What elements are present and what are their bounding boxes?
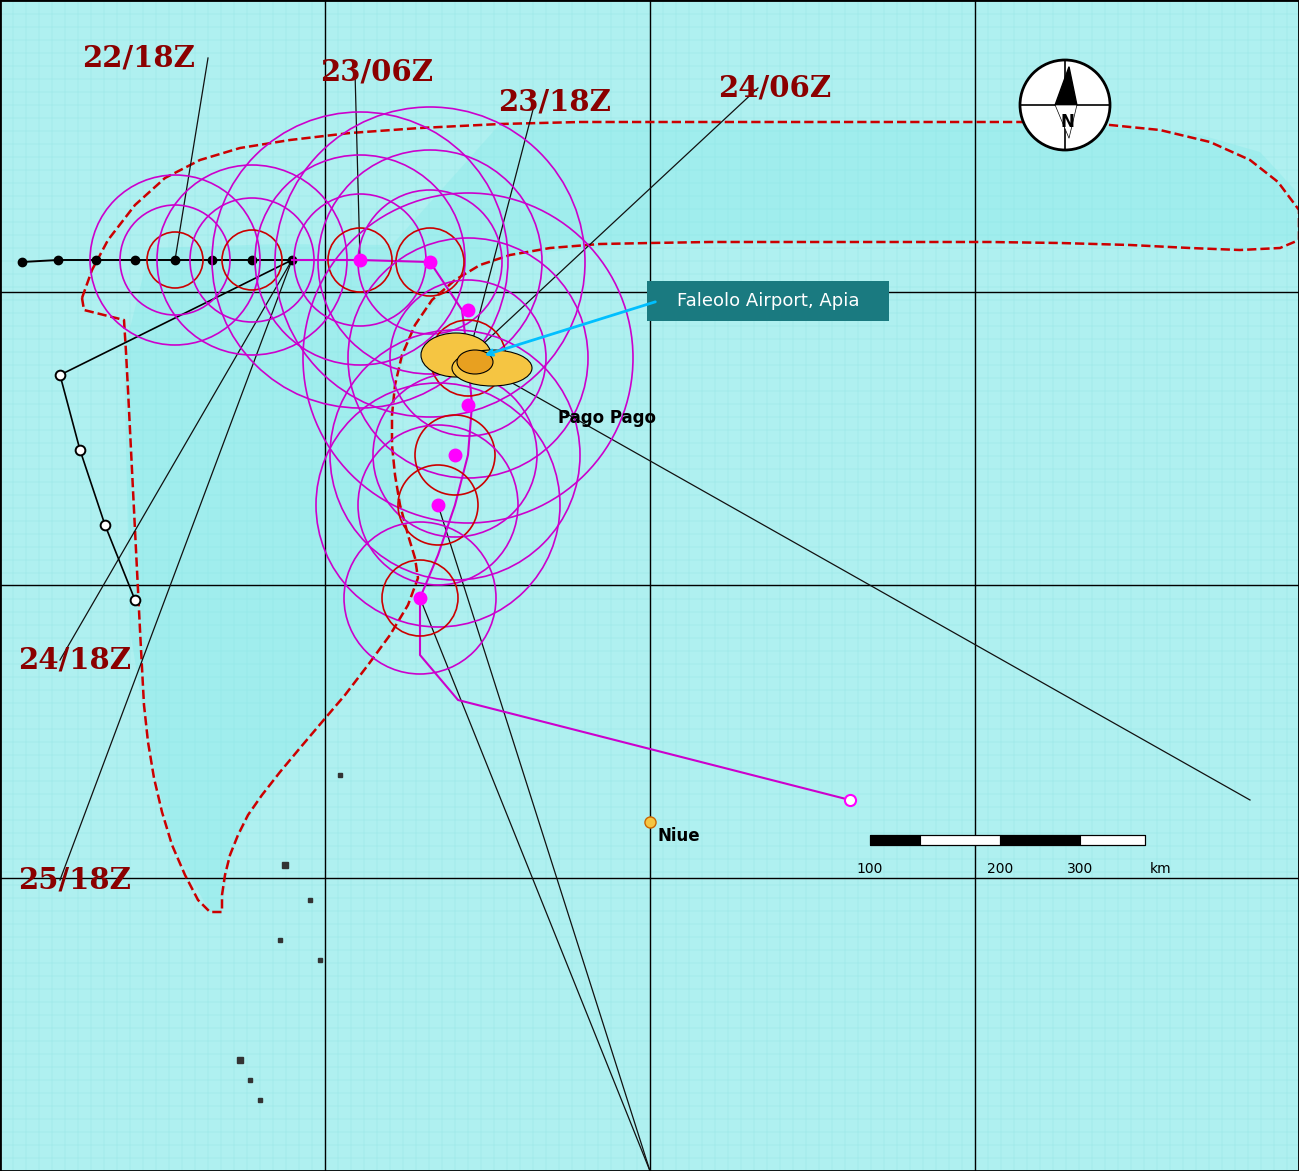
Ellipse shape bbox=[457, 350, 494, 374]
Text: 24/18Z: 24/18Z bbox=[18, 645, 131, 674]
Text: 25/18Z: 25/18Z bbox=[18, 865, 131, 895]
Text: Faleolo Airport, Apia: Faleolo Airport, Apia bbox=[677, 292, 859, 310]
FancyBboxPatch shape bbox=[647, 281, 889, 321]
Text: Niue: Niue bbox=[659, 827, 700, 845]
Bar bbox=[870, 835, 920, 845]
Text: 300: 300 bbox=[1066, 862, 1094, 876]
Bar bbox=[1000, 835, 1079, 845]
Circle shape bbox=[1020, 60, 1111, 150]
Text: Pago Pago: Pago Pago bbox=[559, 409, 656, 427]
Ellipse shape bbox=[452, 350, 533, 386]
Text: 24/06Z: 24/06Z bbox=[718, 74, 831, 103]
Polygon shape bbox=[123, 122, 1299, 912]
Bar bbox=[920, 835, 1000, 845]
Text: 22/18Z: 22/18Z bbox=[82, 43, 195, 73]
Text: 23/18Z: 23/18Z bbox=[498, 88, 611, 116]
Bar bbox=[870, 835, 1144, 845]
Text: 100: 100 bbox=[857, 862, 883, 876]
Text: 23/06Z: 23/06Z bbox=[320, 57, 433, 87]
Polygon shape bbox=[1055, 105, 1077, 138]
Text: 200: 200 bbox=[987, 862, 1013, 876]
Text: km: km bbox=[1150, 862, 1172, 876]
Polygon shape bbox=[1055, 67, 1077, 105]
Bar bbox=[1079, 835, 1144, 845]
Ellipse shape bbox=[421, 333, 491, 377]
Text: N: N bbox=[1060, 114, 1074, 131]
